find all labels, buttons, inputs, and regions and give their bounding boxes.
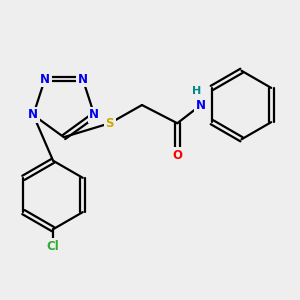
Text: N: N [40,73,50,85]
Text: O: O [172,149,182,162]
Text: S: S [106,117,114,130]
Text: Cl: Cl [47,240,59,253]
Text: N: N [28,109,38,122]
Text: N: N [196,98,206,112]
Text: N: N [78,73,88,85]
Text: N: N [89,109,99,122]
Text: H: H [192,86,201,96]
